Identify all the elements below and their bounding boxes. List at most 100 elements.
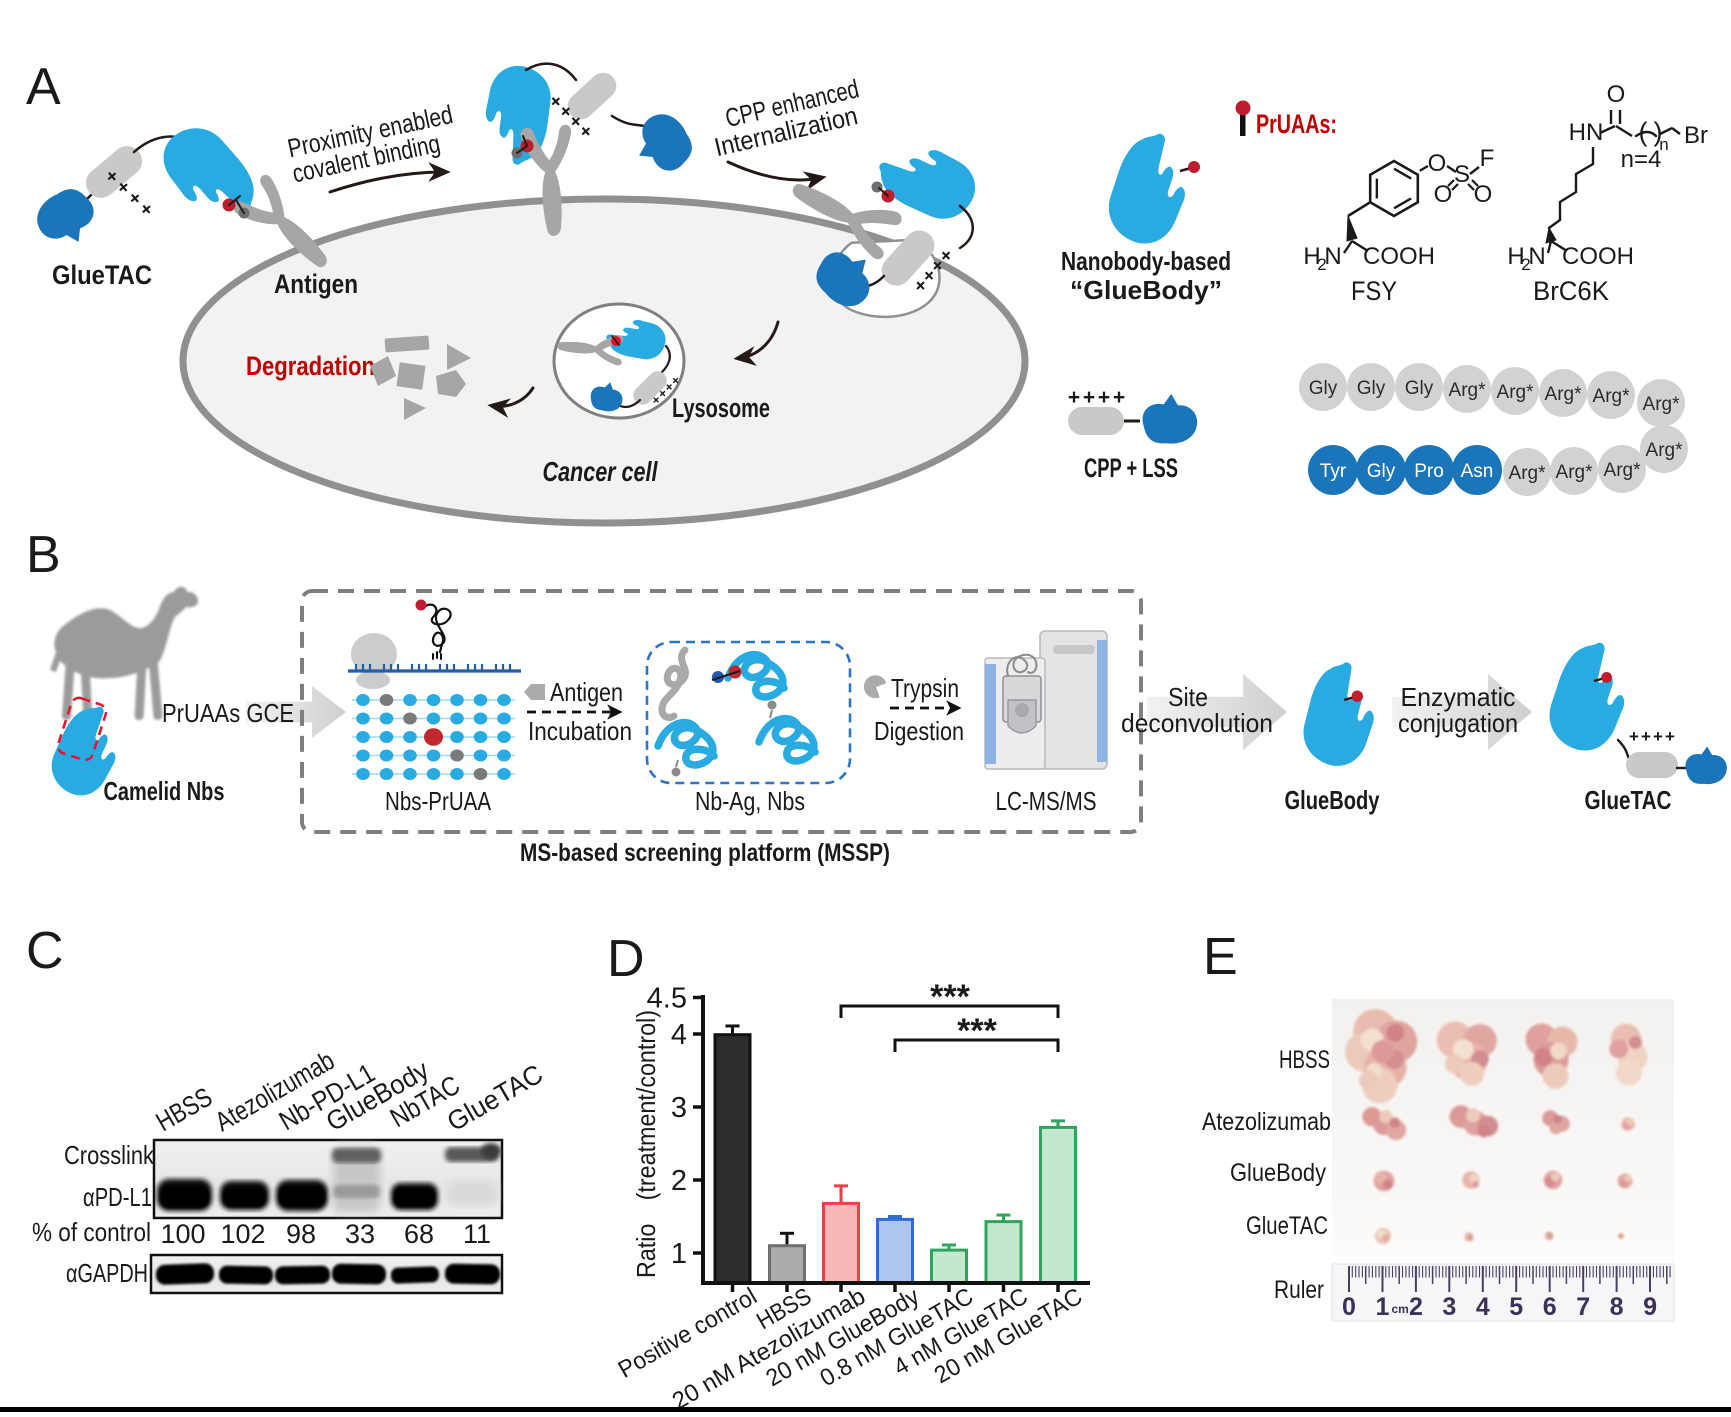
svg-text:1: 1 [1375,1293,1389,1321]
svg-text:2: 2 [1521,255,1530,274]
svg-text:Arg*: Arg* [1593,386,1631,407]
svg-text:Arg*: Arg* [1646,440,1684,461]
svg-text:11: 11 [463,1219,491,1249]
svg-text:0: 0 [1342,1293,1356,1321]
svg-text:100: 100 [160,1219,205,1249]
svg-text:“GlueBody”: “GlueBody” [1070,275,1222,305]
svg-text:C: C [26,922,64,980]
svg-text:Arg*: Arg* [1556,462,1594,483]
svg-text:1: 1 [671,1238,687,1270]
svg-text:+: + [1068,386,1080,409]
svg-text:Digestion: Digestion [874,716,964,746]
svg-text:Asn: Asn [1461,461,1494,482]
svg-text:deconvolution: deconvolution [1121,708,1273,738]
svg-text:COOH: COOH [1562,243,1634,270]
svg-text:n: n [1659,135,1668,154]
svg-text:9: 9 [1643,1293,1657,1321]
svg-text:+: + [1629,727,1639,746]
svg-text:2: 2 [671,1165,687,1197]
svg-text:Arg*: Arg* [1497,382,1535,403]
svg-text:4: 4 [671,1019,687,1051]
svg-text:+: + [1653,727,1663,746]
svg-text:FSY: FSY [1351,276,1397,306]
svg-text:n=4: n=4 [1621,146,1662,173]
svg-text:7: 7 [1576,1293,1590,1321]
svg-text:D: D [607,930,645,988]
svg-text:2: 2 [1409,1293,1423,1321]
svg-text:+: + [1665,727,1675,746]
svg-text:Arg*: Arg* [1643,394,1681,415]
svg-text:% of control: % of control [32,1217,151,1247]
svg-text:O: O [1607,81,1626,108]
svg-text:8: 8 [1610,1293,1624,1321]
svg-text:33: 33 [345,1219,375,1249]
svg-text:PrUAAs:: PrUAAs: [1256,109,1337,139]
svg-text:GlueTAC: GlueTAC [1585,785,1672,815]
svg-text:Pro: Pro [1414,461,1444,482]
svg-text:Arg*: Arg* [1604,460,1642,481]
svg-text:Nb-Ag, Nbs: Nb-Ag, Nbs [695,786,805,816]
svg-text:H: H [1303,243,1320,270]
svg-text:3: 3 [1442,1293,1456,1321]
svg-text:O: O [1434,181,1453,208]
svg-text:Arg*: Arg* [1509,463,1547,484]
svg-text:Enzymatic: Enzymatic [1401,682,1516,712]
svg-text:Gly: Gly [1367,461,1396,482]
svg-text:68: 68 [404,1219,434,1249]
svg-text:Arg*: Arg* [1545,384,1583,405]
svg-text:+: + [1113,386,1125,409]
svg-text:N: N [1324,243,1341,270]
svg-text:Site: Site [1168,682,1208,712]
svg-text:+: + [1641,727,1651,746]
svg-text:Br: Br [1684,122,1708,149]
svg-text:F: F [1480,145,1495,172]
svg-text:S: S [1454,161,1470,188]
svg-text:A: A [26,58,61,116]
svg-text:3: 3 [671,1092,687,1124]
svg-text:Gly: Gly [1405,378,1434,399]
svg-text:Ratio (treatment/control): Ratio (treatment/control) [631,1010,661,1278]
svg-text:cm: cm [1391,1302,1408,1316]
svg-text:COOH: COOH [1363,243,1435,270]
svg-text:98: 98 [286,1219,316,1249]
svg-text:***: *** [957,1012,997,1050]
svg-text:Gly: Gly [1357,378,1386,399]
svg-text:LC-MS/MS: LC-MS/MS [996,786,1097,816]
svg-text:B: B [26,526,61,584]
svg-text:BrC6K: BrC6K [1533,276,1609,306]
svg-text:HBSS: HBSS [1279,1046,1330,1074]
svg-text:Incubation: Incubation [528,716,632,746]
svg-text:H: H [1507,243,1524,270]
svg-text:Lysosome: Lysosome [672,393,770,423]
svg-text:Arg*: Arg* [1449,380,1487,401]
svg-text:4: 4 [1476,1293,1490,1321]
svg-text:E: E [1203,928,1238,986]
svg-text:Degradation: Degradation [246,351,375,381]
svg-text:Ruler: Ruler [1274,1276,1324,1304]
svg-text:GlueBody: GlueBody [1285,785,1380,815]
svg-text:): ) [1654,117,1663,147]
svg-text:GlueTAC: GlueTAC [1246,1212,1328,1240]
svg-text:2: 2 [1317,255,1326,274]
svg-text:Crosslink: Crosslink [64,1140,155,1170]
svg-text:Antigen: Antigen [550,677,623,707]
svg-text:MS-based screening platform (M: MS-based screening platform (MSSP) [520,839,890,867]
svg-text:5: 5 [1509,1293,1523,1321]
svg-text:GlueTAC: GlueTAC [52,260,152,290]
svg-text:N: N [1528,243,1545,270]
svg-text:Atezolizumab: Atezolizumab [1202,1108,1331,1136]
svg-text:102: 102 [220,1219,265,1249]
svg-text:Gly: Gly [1309,378,1338,399]
svg-text:Nbs-PrUAA: Nbs-PrUAA [385,786,492,816]
svg-text:CPP + LSS: CPP + LSS [1084,453,1178,483]
svg-text:***: *** [930,978,970,1016]
svg-text:4.5: 4.5 [647,983,687,1015]
svg-text:conjugation: conjugation [1398,708,1518,738]
svg-text:αPD-L1: αPD-L1 [83,1182,152,1212]
svg-text:6: 6 [1543,1293,1557,1321]
svg-text:Cancer cell: Cancer cell [543,456,659,487]
svg-text:Nanobody-based: Nanobody-based [1061,246,1231,276]
svg-text:Tyr: Tyr [1320,461,1347,482]
svg-text:GlueBody: GlueBody [1230,1159,1326,1187]
svg-text:+: + [1098,386,1110,409]
